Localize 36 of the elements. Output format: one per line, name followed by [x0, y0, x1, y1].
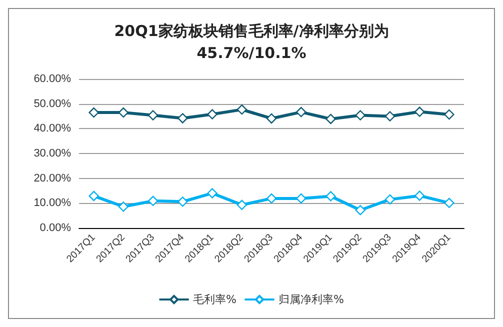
y-tick-label: 0.00% — [40, 222, 72, 234]
point — [355, 110, 366, 120]
y-tick-label: 50.00% — [34, 98, 72, 110]
legend-label: 毛利率% — [193, 293, 236, 306]
point — [88, 190, 99, 202]
point — [414, 190, 425, 201]
point — [148, 196, 158, 206]
legend-label: 归属净利率% — [278, 293, 344, 306]
point — [178, 196, 188, 207]
point — [236, 104, 247, 115]
point — [266, 193, 277, 204]
point — [207, 109, 218, 120]
point — [207, 188, 218, 198]
point — [178, 113, 188, 124]
point — [326, 191, 336, 202]
point — [148, 110, 158, 120]
y-tick-label: 40.00% — [34, 122, 72, 135]
point — [326, 114, 336, 124]
y-tick-label: 60.00% — [34, 73, 72, 85]
chart-title: 20Q1家纺板块销售毛利率/净利率分别为 45.7%/10.1% — [114, 22, 389, 62]
point — [88, 107, 99, 118]
point — [414, 106, 425, 117]
point — [355, 205, 366, 216]
point — [296, 193, 306, 204]
y-tick-label: 30.00% — [34, 148, 72, 160]
y-tick-label: 10.00% — [34, 197, 72, 210]
point — [118, 202, 129, 212]
point — [384, 194, 396, 205]
point — [296, 106, 306, 118]
point — [444, 198, 454, 208]
point — [118, 107, 129, 118]
point — [236, 200, 247, 210]
y-tick-label: 20.00% — [34, 172, 72, 184]
point — [266, 113, 277, 124]
point — [444, 109, 454, 120]
point — [384, 111, 396, 122]
